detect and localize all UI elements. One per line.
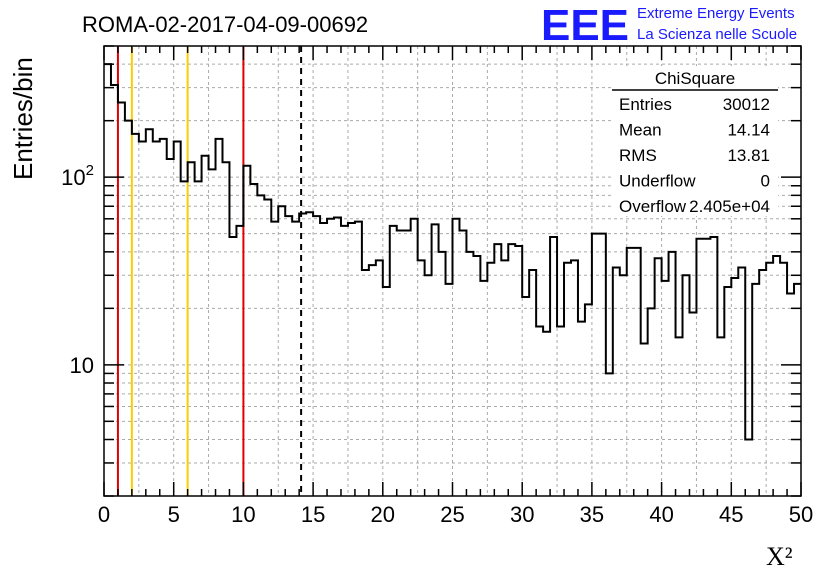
stats-label: RMS — [619, 146, 657, 165]
y-tick-label: 10 — [70, 353, 94, 378]
eee-logo-line1: Extreme Energy Events — [637, 5, 795, 22]
eee-logo: EEE Extreme Energy Events La Scienza nel… — [541, 1, 797, 50]
chart-title: ROMA-02-2017-04-09-00692 — [82, 12, 368, 37]
x-tick-label: 50 — [789, 502, 813, 527]
stats-label: Mean — [619, 121, 662, 140]
y-tick-label: 102 — [61, 162, 94, 190]
x-tick-labels: 0 5 10 15 20 25 30 35 40 45 50 — [98, 502, 813, 527]
eee-logo-mark: EEE — [541, 1, 629, 50]
stats-value: 30012 — [723, 95, 770, 114]
stats-value: 14.14 — [727, 121, 770, 140]
stats-label: Overflow — [619, 197, 687, 216]
stats-value: 2.405e+04 — [689, 197, 770, 216]
histogram-line — [104, 63, 801, 441]
x-tick-label: 45 — [719, 502, 743, 527]
y-tick-labels: 10 102 — [61, 162, 94, 378]
stats-box: ChiSquare Entries 30012 Mean 14.14 RMS 13.81 U… — [612, 66, 778, 216]
x-tick-label: 20 — [371, 502, 395, 527]
x-tick-label: 15 — [301, 502, 325, 527]
grid-lines — [104, 45, 801, 497]
x-tick-label: 40 — [649, 502, 673, 527]
eee-logo-line2: La Scienza nelle Scuole — [637, 26, 797, 43]
stats-rows: Entries 30012 Mean 14.14 RMS 13.81 Underflow 0 O… — [619, 95, 770, 216]
x-tick-label: 10 — [231, 502, 255, 527]
stats-value: 0 — [761, 172, 770, 191]
x-tick-label: 5 — [168, 502, 180, 527]
stats-label: Entries — [619, 95, 672, 114]
x-tick-label: 30 — [510, 502, 534, 527]
stats-header: ChiSquare — [655, 69, 735, 88]
x-tick-label: 25 — [440, 502, 464, 527]
axis-ticks — [103, 45, 802, 497]
reference-lines — [116, 46, 303, 496]
stats-value: 13.81 — [727, 146, 770, 165]
stats-label: Underflow — [619, 172, 696, 191]
x-tick-label: 0 — [98, 502, 110, 527]
x-axis-label: X² — [766, 542, 793, 571]
y-axis-label: Entries/bin — [8, 57, 38, 180]
x-tick-label: 35 — [580, 502, 604, 527]
